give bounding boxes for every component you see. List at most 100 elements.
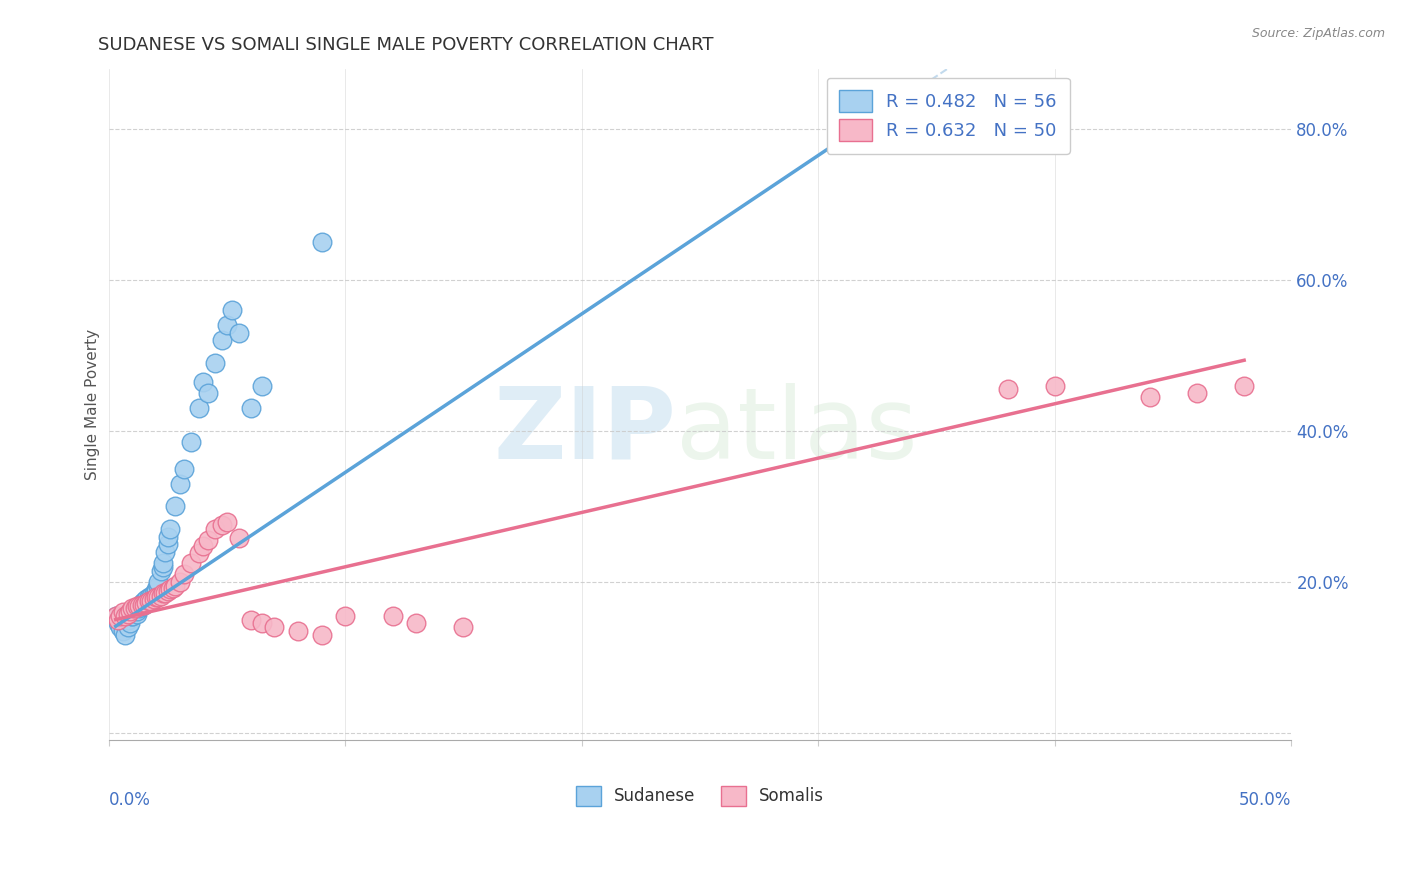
Point [193,539,215,553]
Point [114,608,136,623]
Point [901,107,924,121]
Point [197,533,219,548]
Point [135,596,157,610]
Point [1185,386,1208,401]
Point [128,599,150,613]
Point [111,624,134,638]
Point [228,326,250,340]
Text: atlas: atlas [676,383,918,480]
Point [159,582,181,597]
Point [156,584,179,599]
Point [1139,390,1161,404]
Point [121,601,143,615]
Point [125,599,148,613]
Text: SUDANESE VS SOMALI SINGLE MALE POVERTY CORRELATION CHART: SUDANESE VS SOMALI SINGLE MALE POVERTY C… [98,36,714,54]
Point [263,620,285,634]
Point [163,579,186,593]
Point [135,591,157,606]
Point [125,607,148,621]
Point [152,586,174,600]
Point [453,620,475,634]
Point [149,564,172,578]
Point [118,608,141,623]
Point [117,613,139,627]
Point [121,608,143,623]
Point [173,461,195,475]
Point [148,574,170,589]
Point [145,582,167,597]
Point [124,601,146,615]
Point [114,628,136,642]
Point [107,616,129,631]
Text: ZIP: ZIP [494,383,676,480]
Point [152,556,174,570]
Point [311,235,333,249]
Point [381,608,404,623]
Point [104,608,127,623]
Point [138,594,160,608]
Point [1233,378,1256,392]
Point [142,586,165,600]
Legend: Sudanese, Somalis: Sudanese, Somalis [569,779,831,813]
Point [155,545,177,559]
Point [104,608,127,623]
Point [215,318,238,333]
Point [118,616,141,631]
Point [180,556,202,570]
Point [149,589,172,603]
Point [128,601,150,615]
Point [125,604,148,618]
Point [131,598,153,612]
Point [173,567,195,582]
Point [110,608,132,623]
Point [187,546,209,560]
Point [252,616,274,631]
Point [148,579,170,593]
Point [193,375,215,389]
Point [180,435,202,450]
Point [152,559,174,574]
Point [156,530,179,544]
Point [159,522,181,536]
Point [121,605,143,619]
Y-axis label: Single Male Poverty: Single Male Poverty [86,329,100,480]
Point [405,616,427,631]
Point [252,378,274,392]
Point [197,386,219,401]
Point [148,590,170,604]
Point [211,334,233,348]
Point [221,303,243,318]
Point [118,604,141,618]
Point [142,591,165,606]
Point [145,584,167,599]
Point [169,476,191,491]
Text: Source: ZipAtlas.com: Source: ZipAtlas.com [1251,27,1385,40]
Point [1043,378,1066,392]
Point [107,613,129,627]
Point [124,601,146,615]
Point [131,596,153,610]
Point [138,590,160,604]
Point [134,598,156,612]
Point [134,594,156,608]
Point [156,537,179,551]
Point [215,515,238,529]
Point [117,607,139,621]
Point [187,401,209,416]
Point [117,620,139,634]
Point [131,599,153,613]
Point [145,590,167,604]
Point [141,589,163,603]
Point [163,500,186,514]
Point [162,581,184,595]
Point [111,605,134,619]
Point [155,586,177,600]
Point [228,531,250,545]
Point [239,613,262,627]
Text: 50.0%: 50.0% [1239,791,1292,809]
Point [141,591,163,606]
Point [141,594,163,608]
Point [124,605,146,619]
Point [135,596,157,610]
Point [997,383,1019,397]
